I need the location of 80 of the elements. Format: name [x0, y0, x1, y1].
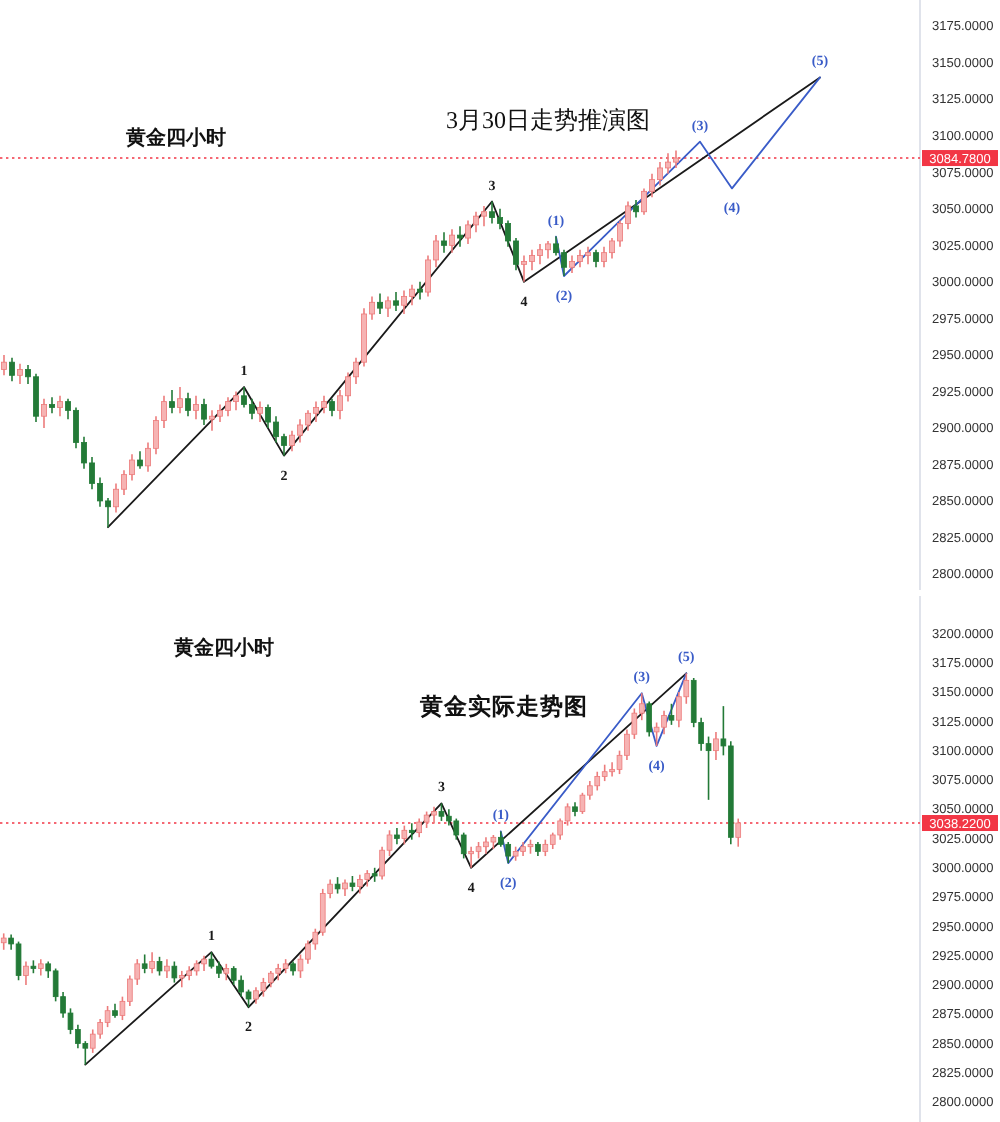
candlestick	[57, 394, 63, 418]
candlestick	[209, 409, 215, 432]
text: 3月30日走势推演图	[446, 106, 650, 134]
candlestick	[601, 246, 607, 269]
candlestick	[401, 824, 408, 846]
text: 黄金实际走势图	[418, 692, 588, 720]
candlestick	[289, 430, 295, 453]
candlestick	[473, 210, 479, 233]
candlestick	[257, 400, 263, 423]
candlestick	[529, 248, 535, 271]
candlestick	[457, 225, 463, 248]
candlestick	[273, 415, 279, 444]
candlestick	[401, 289, 407, 315]
candlestick	[713, 731, 719, 761]
candlestick	[260, 977, 267, 998]
candlestick	[585, 246, 591, 266]
candlestick	[417, 281, 423, 301]
candlestick	[238, 974, 244, 998]
candlestick	[164, 958, 170, 979]
candlestick	[265, 403, 271, 429]
candlestick	[225, 396, 231, 418]
line-series	[107, 76, 821, 529]
candlestick	[416, 817, 422, 839]
candlestick	[385, 295, 391, 318]
candlestick	[465, 219, 471, 245]
candlestick	[33, 373, 39, 423]
candlestick	[49, 396, 55, 415]
text: 黄金四小时	[172, 636, 274, 660]
candlestick	[641, 187, 647, 216]
candlestick	[561, 248, 567, 277]
candlestick	[297, 418, 303, 444]
line-series	[84, 672, 688, 1066]
candlestick	[113, 482, 119, 514]
candlestick	[149, 951, 155, 975]
candlestick	[357, 874, 363, 895]
candlestick	[178, 970, 185, 989]
candlestick	[249, 397, 255, 420]
candlestick	[665, 152, 671, 175]
candlestick	[305, 939, 311, 965]
candlestick	[104, 1005, 111, 1028]
candlestick	[579, 792, 586, 815]
candlestick	[241, 386, 247, 409]
candlestick	[393, 291, 399, 312]
candlestick	[41, 397, 47, 429]
candlestick	[661, 710, 667, 736]
candlestick	[156, 956, 163, 977]
candlestick	[9, 357, 15, 382]
candlestick	[408, 822, 415, 841]
candlestick	[141, 953, 148, 975]
candlestick	[233, 390, 239, 412]
candlestick	[668, 702, 675, 726]
candlestick	[657, 161, 663, 187]
text: 黄金四小时	[124, 126, 226, 150]
candlestick	[449, 228, 455, 254]
candlestick	[735, 817, 742, 848]
candlestick	[441, 231, 447, 254]
candlestick	[23, 960, 29, 986]
candlestick	[468, 845, 474, 869]
candlestick	[489, 200, 495, 225]
candlestick	[305, 409, 311, 432]
candlestick	[594, 770, 601, 792]
candlestick	[129, 453, 135, 482]
candlestick	[17, 362, 23, 385]
candlestick	[193, 394, 199, 420]
candlestick	[185, 392, 191, 418]
candlestick	[537, 243, 543, 266]
candlestick	[319, 888, 326, 937]
candlestick	[0, 354, 7, 377]
candlestick	[521, 254, 527, 283]
candlestick	[171, 960, 178, 984]
candlestick	[201, 397, 207, 426]
candlestick	[646, 700, 652, 738]
candlestick	[377, 292, 383, 315]
candlestick	[481, 205, 487, 228]
candlestick	[169, 389, 175, 415]
candlestick	[15, 940, 22, 982]
candlestick	[409, 283, 415, 307]
candlestick	[177, 386, 183, 415]
candlestick	[313, 400, 319, 423]
candlestick	[609, 761, 615, 778]
